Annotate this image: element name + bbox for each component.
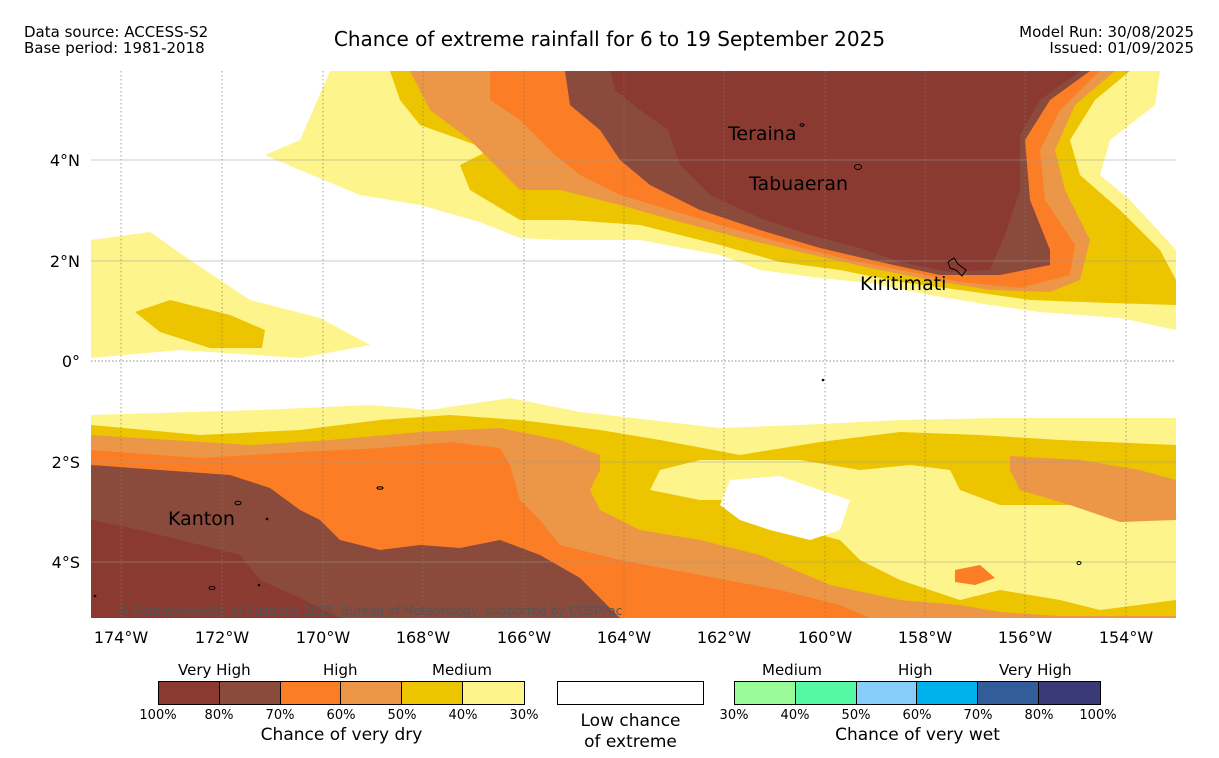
lat-label-2s: 2°S [52, 453, 80, 472]
legend-dry-tick: 100% [139, 708, 177, 723]
map-title: Chance of extreme rainfall for 6 to 19 S… [333, 27, 886, 51]
swatch-wet-50-60 [856, 682, 918, 704]
islands [93, 123, 1082, 598]
lon-label-166w: 166°W [497, 628, 552, 647]
place-tabuaeran: Tabuaeran [748, 173, 848, 195]
place-kanton: Kanton [168, 508, 235, 530]
swatch-dry-70-60 [280, 682, 342, 704]
lat-tick-labels: 4°N 2°N 0° 2°S 4°S [50, 151, 80, 572]
legend-dry-level-very-high: Very High [178, 661, 251, 679]
legend-dry-tick: 50% [387, 708, 417, 723]
legend-dry-level-medium: Medium [432, 661, 492, 679]
lon-tick-labels: 174°W 172°W 170°W 168°W 166°W 164°W 162°… [94, 628, 1154, 647]
legend-dry-tick: 40% [448, 708, 478, 723]
south-east-50pct-patch [1010, 456, 1176, 522]
lon-label-162w: 162°W [697, 628, 752, 647]
header-left: Data source: ACCESS-S2 Base period: 1981… [24, 24, 208, 56]
base-period-text: Base period: 1981-2018 [24, 39, 205, 57]
issued-text: Issued: 01/09/2025 [1049, 39, 1194, 57]
legend-wet-level-high: High [898, 661, 933, 679]
legend-low-line1: Low chance [580, 711, 681, 731]
legend-wet-tick: 50% [841, 708, 871, 723]
legend-wet-tick: 100% [1079, 708, 1117, 723]
legend-dry-tick: 30% [509, 708, 539, 723]
south-low-chance-hole [720, 476, 850, 540]
lat-label-4s: 4°S [52, 553, 80, 572]
legend-dry-tick: 70% [265, 708, 295, 723]
lat-lines [91, 159, 1176, 563]
gridlines [120, 71, 1127, 618]
swatch-dry-100-80 [159, 682, 220, 704]
legend-dry-swatches [158, 681, 525, 705]
place-teraina: Teraina [727, 123, 797, 145]
legend-wet-tick: 70% [963, 708, 993, 723]
lon-label-172w: 172°W [195, 628, 250, 647]
west-40pct-patch [135, 300, 265, 348]
lon-label-160w: 160°W [798, 628, 853, 647]
swatch-wet-80-100 [1039, 682, 1100, 704]
legend-wet-swatches [734, 681, 1101, 705]
swatch-wet-70-80 [978, 682, 1040, 704]
legend-dry-tick: 80% [204, 708, 234, 723]
swatch-dry-80-70 [219, 682, 281, 704]
legend-wet-tick: 60% [902, 708, 932, 723]
swatch-wet-40-50 [795, 682, 857, 704]
legend-wet-title: Chance of very wet [835, 725, 1000, 745]
legend-low-chance: Low chance of extreme [557, 681, 704, 752]
north-80pct-band [610, 71, 1080, 272]
swatch-dry-50-40 [402, 682, 464, 704]
model-run-text: Model Run: 30/08/2025 [1019, 23, 1194, 41]
swatch-dry-60-50 [341, 682, 403, 704]
header-right: Model Run: 30/08/2025 Issued: 01/09/2025 [1019, 24, 1194, 56]
legend-wet-tick: 80% [1024, 708, 1054, 723]
swatch-low-chance [557, 681, 704, 705]
lon-label-154w: 154°W [1099, 628, 1154, 647]
legend-dry-tick: 60% [326, 708, 356, 723]
legend-low-line2: of extreme [584, 732, 677, 752]
legend-wet-level-very-high: Very High [999, 661, 1072, 679]
lat-label-4n: 4°N [50, 151, 80, 170]
legend-wet: Medium High Very High 30% 40% 50% 60% 70… [720, 661, 1117, 745]
legend-wet-level-medium: Medium [762, 661, 822, 679]
swatch-wet-30-40 [735, 682, 796, 704]
place-kiritimati: Kiritimati [860, 273, 946, 295]
legend-dry-title: Chance of very dry [260, 725, 423, 745]
legend-wet-tick: 30% [719, 708, 749, 723]
lon-label-164w: 164°W [597, 628, 652, 647]
south-east-60pct-spot [955, 565, 995, 585]
south-80pct-band [91, 520, 340, 618]
lon-label-174w: 174°W [94, 628, 149, 647]
swatch-dry-40-30 [463, 682, 524, 704]
lon-label-156w: 156°W [998, 628, 1053, 647]
swatch-wet-60-70 [917, 682, 979, 704]
copyright-note: © Commonwealth of Australia 2025, Bureau… [117, 604, 623, 618]
lon-label-170w: 170°W [296, 628, 351, 647]
legend-dry: Very High High Medium 100% 80% 70% 60% 5… [139, 661, 538, 745]
map-field: Teraina Tabuaeran Kiritimati Kanton [91, 71, 1176, 618]
lat-label-0: 0° [62, 352, 80, 371]
legend-dry-level-high: High [323, 661, 358, 679]
lon-label-168w: 168°W [396, 628, 451, 647]
data-source-text: Data source: ACCESS-S2 [24, 23, 209, 41]
lon-label-158w: 158°W [898, 628, 953, 647]
lat-label-2n: 2°N [50, 252, 80, 271]
legend-wet-tick: 40% [780, 708, 810, 723]
